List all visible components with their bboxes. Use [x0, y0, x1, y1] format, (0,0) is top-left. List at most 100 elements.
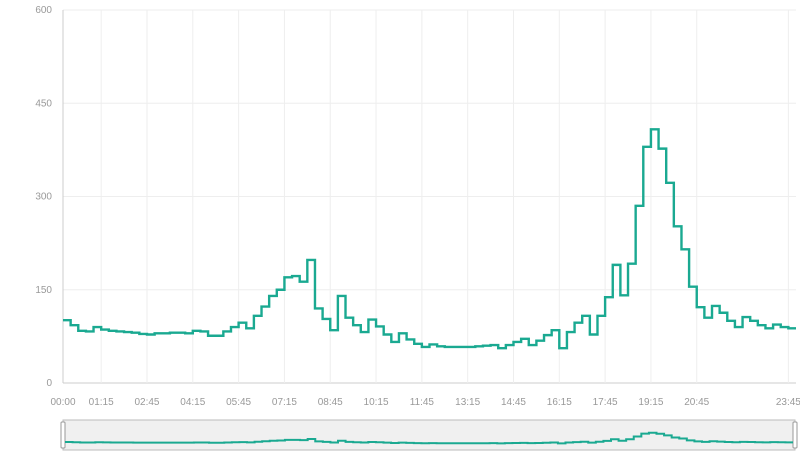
data-point — [368, 318, 376, 322]
x-tick-label: 08:45 — [318, 397, 343, 408]
data-point — [727, 319, 735, 323]
data-point — [712, 304, 720, 308]
data-point — [101, 328, 109, 332]
data-point — [361, 330, 369, 334]
data-point — [71, 323, 79, 327]
data-point — [78, 329, 86, 333]
y-tick-label: 450 — [35, 98, 52, 109]
data-point — [689, 285, 697, 289]
x-tick-label: 16:15 — [547, 397, 572, 408]
data-point — [315, 306, 323, 310]
data-point — [651, 127, 659, 131]
data-point — [506, 343, 514, 347]
x-axis: 00:00 01:15 02:45 04:15 05:45 07:15 08:45 10:15… — [50, 397, 800, 408]
data-point — [521, 337, 529, 341]
data-point — [353, 323, 361, 327]
x-tick-label: 01:15 — [89, 397, 114, 408]
data-point — [674, 224, 682, 228]
navigator-background — [62, 419, 796, 451]
x-tick-label: 19:15 — [638, 397, 663, 408]
data-point — [277, 288, 285, 292]
data-point — [544, 333, 552, 337]
data-point — [208, 334, 216, 338]
data-point — [628, 262, 636, 266]
y-axis: 0 150 300 450 600 — [35, 5, 52, 389]
data-point — [414, 342, 422, 346]
navigator-right-handle[interactable] — [792, 421, 798, 449]
data-point — [323, 317, 331, 321]
x-tick-label: 14:45 — [501, 397, 526, 408]
data-point — [284, 275, 292, 279]
data-point — [750, 319, 758, 323]
data-point — [300, 280, 308, 284]
data-point — [430, 342, 438, 346]
data-point — [330, 328, 338, 332]
data-point — [773, 323, 781, 327]
data-point — [262, 305, 270, 309]
data-point — [63, 318, 71, 322]
data-point — [552, 328, 560, 332]
data-point — [788, 326, 796, 330]
data-point — [94, 325, 102, 329]
data-point — [231, 325, 239, 329]
data-point — [162, 331, 170, 335]
data-point — [193, 329, 201, 333]
data-point — [636, 204, 644, 208]
data-point — [399, 331, 407, 335]
x-tick-label: 07:15 — [272, 397, 297, 408]
data-point — [178, 331, 186, 335]
data-point — [116, 329, 124, 333]
data-point — [200, 329, 208, 333]
data-point — [216, 334, 224, 338]
data-point — [391, 340, 399, 344]
x-tick-label: 13:15 — [455, 397, 480, 408]
x-tick-label: 20:45 — [684, 397, 709, 408]
data-point — [704, 316, 712, 320]
range-navigator[interactable] — [60, 419, 798, 451]
data-point — [559, 346, 567, 350]
data-point — [155, 331, 163, 335]
data-point — [758, 323, 766, 327]
data-point — [567, 330, 575, 334]
data-point — [452, 345, 460, 349]
data-point — [720, 311, 728, 315]
data-point — [223, 329, 231, 333]
data-point — [384, 333, 392, 337]
navigator-left-handle[interactable] — [60, 421, 66, 449]
data-point — [575, 321, 583, 325]
data-point — [139, 332, 147, 336]
series-line[interactable] — [63, 128, 796, 350]
data-point — [475, 344, 483, 348]
data-point — [269, 294, 277, 298]
data-point — [109, 329, 117, 333]
data-point — [781, 325, 789, 329]
data-point — [590, 333, 598, 337]
data-point — [605, 295, 613, 299]
data-point — [246, 326, 254, 330]
data-points — [63, 127, 796, 350]
y-tick-label: 150 — [35, 285, 52, 296]
data-point — [132, 331, 140, 335]
x-tick-label: 17:45 — [593, 397, 618, 408]
data-point — [513, 340, 521, 344]
data-point — [529, 343, 537, 347]
data-point — [666, 181, 674, 185]
x-tick-label: 11:45 — [410, 397, 435, 408]
data-point — [498, 346, 506, 350]
y-tick-label: 300 — [35, 192, 52, 203]
data-point — [460, 345, 468, 349]
data-point — [536, 339, 544, 343]
data-point — [239, 321, 247, 325]
data-point — [124, 330, 132, 334]
data-point — [643, 145, 651, 149]
data-point — [170, 331, 178, 335]
data-point — [597, 314, 605, 318]
data-point — [735, 325, 743, 329]
data-point — [185, 331, 193, 335]
data-point — [254, 314, 262, 318]
data-point — [292, 274, 300, 278]
data-point — [613, 263, 621, 267]
data-point — [407, 337, 415, 341]
data-point — [620, 293, 628, 297]
